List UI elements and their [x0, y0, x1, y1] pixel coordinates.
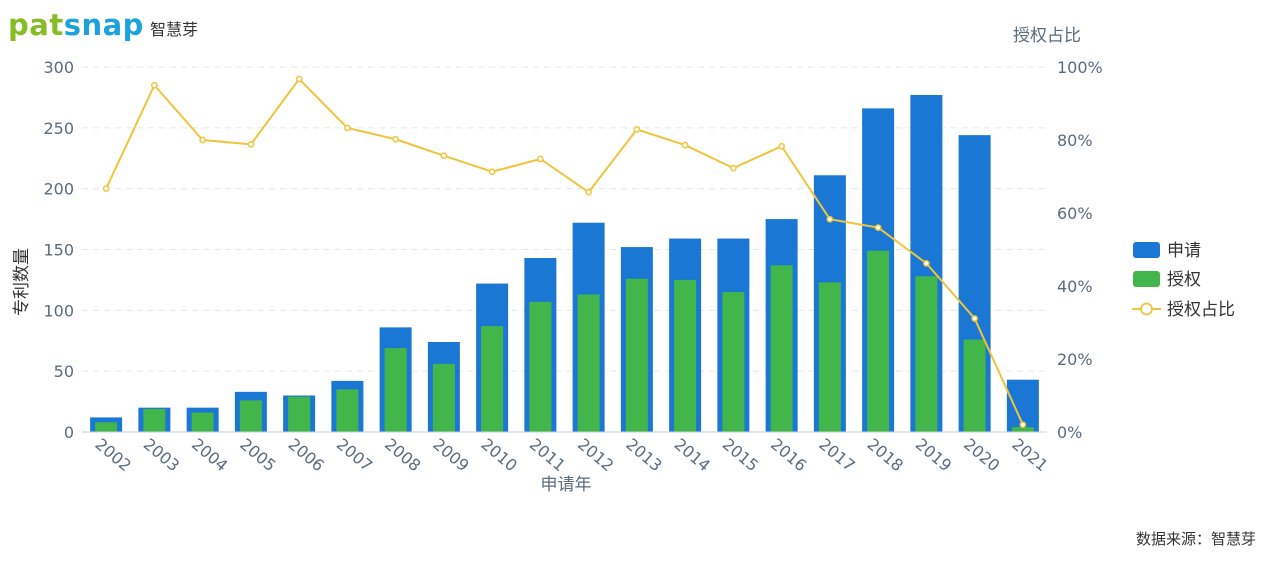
bar-grants: [481, 326, 504, 432]
ratio-point: [488, 168, 496, 176]
bar-grants: [867, 250, 890, 432]
bar-grants: [674, 279, 697, 432]
y2-tick-label: 100%: [1057, 58, 1103, 77]
y-tick-label: 100: [43, 301, 74, 320]
bar-grants: [577, 294, 600, 432]
legend-swatch-applications: [1133, 242, 1160, 258]
ratio-point: [151, 81, 158, 89]
y2-axis-title: 授权占比: [1013, 26, 1081, 46]
ratio-polyline: [105, 77, 1024, 426]
y2-tick-label: 0%: [1057, 423, 1082, 442]
x-tick-label: 2017: [815, 435, 858, 476]
bar-grants: [963, 339, 986, 432]
y2-tick-label: 40%: [1057, 277, 1093, 296]
bar-grants: [95, 422, 118, 432]
bar-grants: [770, 265, 793, 432]
ratio-point: [295, 75, 303, 83]
x-tick-label: 2007: [333, 435, 376, 476]
ratio-point: [1019, 421, 1027, 429]
x-tick-label: 2005: [236, 435, 279, 476]
x-tick-label: 2018: [864, 435, 907, 476]
bar-grants: [191, 412, 214, 432]
legend-swatch-grants: [1133, 271, 1160, 287]
bar-grants: [1011, 427, 1034, 432]
ratio-point: [874, 224, 882, 231]
bar-grants: [288, 396, 311, 432]
ratio-point: [730, 164, 737, 172]
x-tick-label: 2010: [478, 435, 521, 476]
bar-grants: [143, 408, 166, 432]
bar-grants: [336, 389, 359, 432]
x-tick-label: 2014: [671, 435, 714, 476]
ratio-point: [537, 155, 544, 163]
ratio-point: [199, 136, 206, 144]
ratio-point: [392, 135, 399, 143]
data-source: 数据来源：智慧芽: [1135, 530, 1256, 548]
x-tick-label: 2008: [381, 435, 424, 476]
legend-label-ratio: 授权占比: [1167, 300, 1235, 320]
x-tick-label: 2004: [188, 435, 231, 476]
x-tick-label: 2013: [622, 435, 665, 476]
ratio-point: [102, 185, 110, 192]
y2-tick-label: 80%: [1057, 131, 1093, 150]
y-tick-label: 200: [43, 180, 74, 199]
x-tick-label: 2006: [285, 435, 328, 476]
y2-tick-label: 20%: [1057, 350, 1093, 369]
legend-marker-ratio: [1140, 302, 1153, 316]
x-axis-title: 申请年: [541, 475, 592, 495]
x-tick-label: 2003: [140, 435, 183, 476]
logo-part-1: pat: [8, 8, 64, 42]
legend-label-grants: 授权: [1167, 270, 1201, 290]
x-tick-label: 2021: [1008, 435, 1051, 476]
y-axis-title: 专利数量: [12, 248, 32, 316]
bar-grants: [818, 282, 841, 432]
ratio-point: [826, 215, 834, 223]
ratio-point: [971, 315, 978, 322]
y-tick-label: 300: [43, 58, 74, 77]
ratio-point: [633, 126, 641, 133]
x-tick-label: 2020: [960, 435, 1003, 476]
ratio-point: [585, 188, 592, 196]
bar-grants: [432, 363, 455, 432]
ratio-point: [923, 260, 930, 267]
x-tick-label: 2015: [719, 435, 762, 476]
x-tick-label: 2012: [574, 435, 617, 476]
x-tick-label: 2019: [912, 435, 955, 476]
bar-grants: [722, 292, 745, 432]
ratio-point: [247, 141, 255, 148]
bar-grants: [625, 278, 648, 432]
bar-grants: [384, 348, 407, 432]
ratio-line: [102, 75, 1027, 429]
bar-grants: [239, 400, 262, 432]
y-tick-label: 0: [64, 423, 74, 442]
legend-label-applications: 申请: [1167, 241, 1201, 261]
brand-logo: patsnap 智慧芽: [8, 8, 198, 42]
y2-tick-label: 60%: [1057, 204, 1093, 223]
x-tick-label: 2011: [526, 435, 569, 476]
ratio-point: [778, 142, 785, 150]
ratio-point: [344, 124, 351, 132]
y-tick-label: 250: [43, 119, 74, 138]
patsnap-logo: patsnap: [8, 8, 144, 42]
grid-lines: [82, 66, 1047, 372]
brand-name: 智慧芽: [149, 20, 198, 39]
y-tick-label: 150: [43, 241, 74, 260]
x-tick-label: 2002: [92, 435, 135, 476]
bar-grants: [529, 301, 552, 432]
x-tick-label: 2009: [429, 435, 472, 476]
bars: [90, 94, 1039, 433]
logo-part-2: snap: [63, 8, 144, 42]
bar-grants: [915, 276, 938, 432]
ratio-point: [681, 141, 689, 149]
x-tick-label: 2016: [767, 435, 810, 476]
ratio-point: [440, 152, 448, 160]
y-tick-label: 50: [54, 362, 74, 381]
